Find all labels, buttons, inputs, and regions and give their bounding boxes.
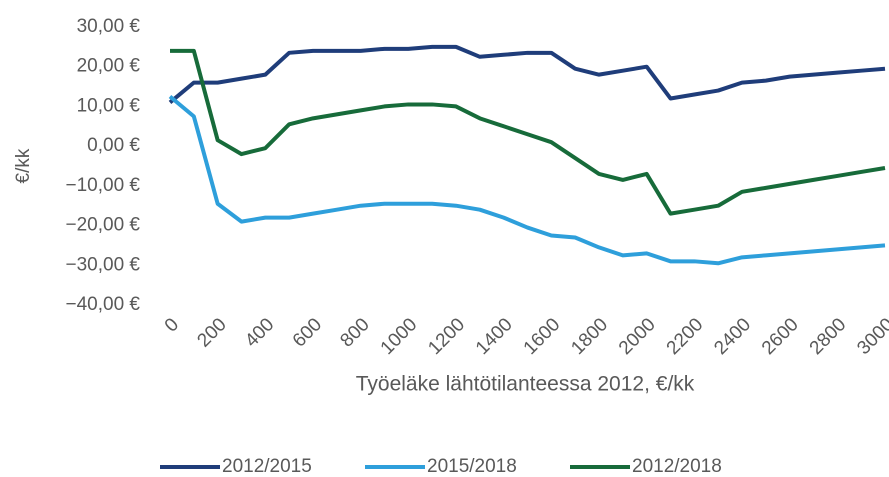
x-tick-label: 0	[161, 314, 183, 336]
y-tick-label: 10,00 €	[77, 95, 141, 116]
x-tick-label: 1400	[472, 314, 517, 359]
x-axis-title: Työeläke lähtötilanteessa 2012, €/kk	[356, 373, 695, 396]
x-tick-label: 2800	[806, 314, 851, 359]
x-tick-label: 2600	[758, 314, 803, 359]
series-line	[168, 94, 886, 266]
x-tick-label: 3000	[853, 314, 889, 359]
y-tick-label: 20,00 €	[77, 56, 141, 77]
x-tick-label: 800	[336, 314, 373, 351]
x-tick-label: 400	[241, 314, 278, 351]
x-tick-label: 1600	[520, 314, 565, 359]
x-tick-label: 200	[193, 314, 230, 351]
y-tick-label: 30,00 €	[77, 16, 141, 37]
x-tick-label: 1000	[377, 314, 422, 359]
x-tick-label: 1800	[567, 314, 612, 359]
y-tick-label: 0,00 €	[87, 135, 140, 156]
legend-label: 2015/2018	[427, 456, 517, 477]
legend-label: 2012/2018	[632, 456, 722, 477]
legend-label: 2012/2015	[222, 456, 312, 477]
y-tick-label: −40,00 €	[66, 294, 141, 315]
x-tick-label: 2200	[663, 314, 708, 359]
y-axis-title: €/kk	[13, 148, 34, 183]
y-tick-label: −20,00 €	[66, 215, 141, 236]
series-line	[170, 48, 886, 216]
y-tick-label: −30,00 €	[66, 254, 141, 275]
x-tick-label: 1200	[424, 314, 469, 359]
series-line	[168, 44, 886, 104]
x-tick-label: 2000	[615, 314, 660, 359]
x-tick-label: 600	[289, 314, 326, 351]
y-tick-label: −10,00 €	[66, 175, 141, 196]
x-tick-label: 2400	[710, 314, 755, 359]
